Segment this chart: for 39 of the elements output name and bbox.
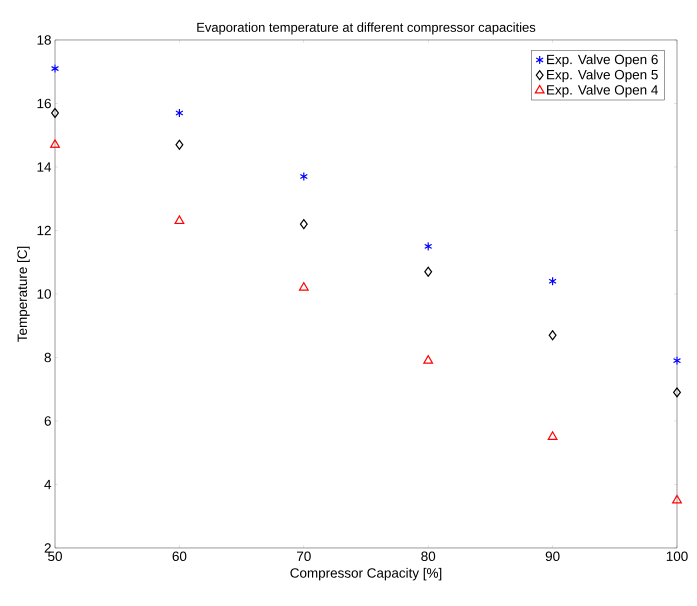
y-tick-label: 14	[38, 162, 52, 172]
point	[175, 140, 184, 150]
point	[672, 494, 682, 504]
x-tick-label: 80	[421, 552, 436, 562]
point	[424, 242, 432, 251]
x-tick-label: 70	[297, 552, 311, 562]
legend-label: Exp. Valve Open 6	[547, 54, 658, 67]
point	[548, 330, 557, 340]
legend-label: Exp. Valve Open 5	[547, 70, 658, 82]
point	[298, 282, 309, 291]
chart-title: Evaporation temperature at different compressor capacities	[197, 22, 536, 34]
y-tick-label: 6	[44, 416, 51, 426]
y-tick-label: 2	[44, 543, 51, 553]
x-tick-label: 50	[48, 552, 62, 562]
x-axis-title: Compressor Capacity [%]	[290, 568, 442, 580]
point	[423, 355, 434, 364]
y-tick-label: 8	[44, 352, 51, 362]
y-axis-title: Temperature [C]	[17, 246, 30, 342]
point	[51, 108, 59, 118]
point	[548, 431, 558, 440]
x-tick-label: 90	[546, 552, 560, 562]
legend-label: Exp. Valve Open 4	[547, 84, 658, 98]
y-tick-label: 4	[44, 480, 52, 490]
y-tick-label: 16	[38, 98, 51, 108]
point	[174, 215, 184, 224]
point	[424, 266, 432, 277]
point	[672, 356, 682, 366]
x-tick-label: 60	[172, 552, 186, 562]
y-tick-label: 12	[38, 226, 51, 236]
point	[175, 108, 184, 118]
point	[50, 139, 60, 148]
point	[50, 64, 60, 74]
y-tick-label: 18	[38, 35, 51, 45]
point	[300, 219, 308, 230]
point	[300, 172, 308, 182]
y-tick-label: 10	[38, 289, 51, 299]
point	[548, 276, 557, 286]
x-tick-label: 100	[666, 552, 688, 562]
point	[673, 387, 681, 398]
